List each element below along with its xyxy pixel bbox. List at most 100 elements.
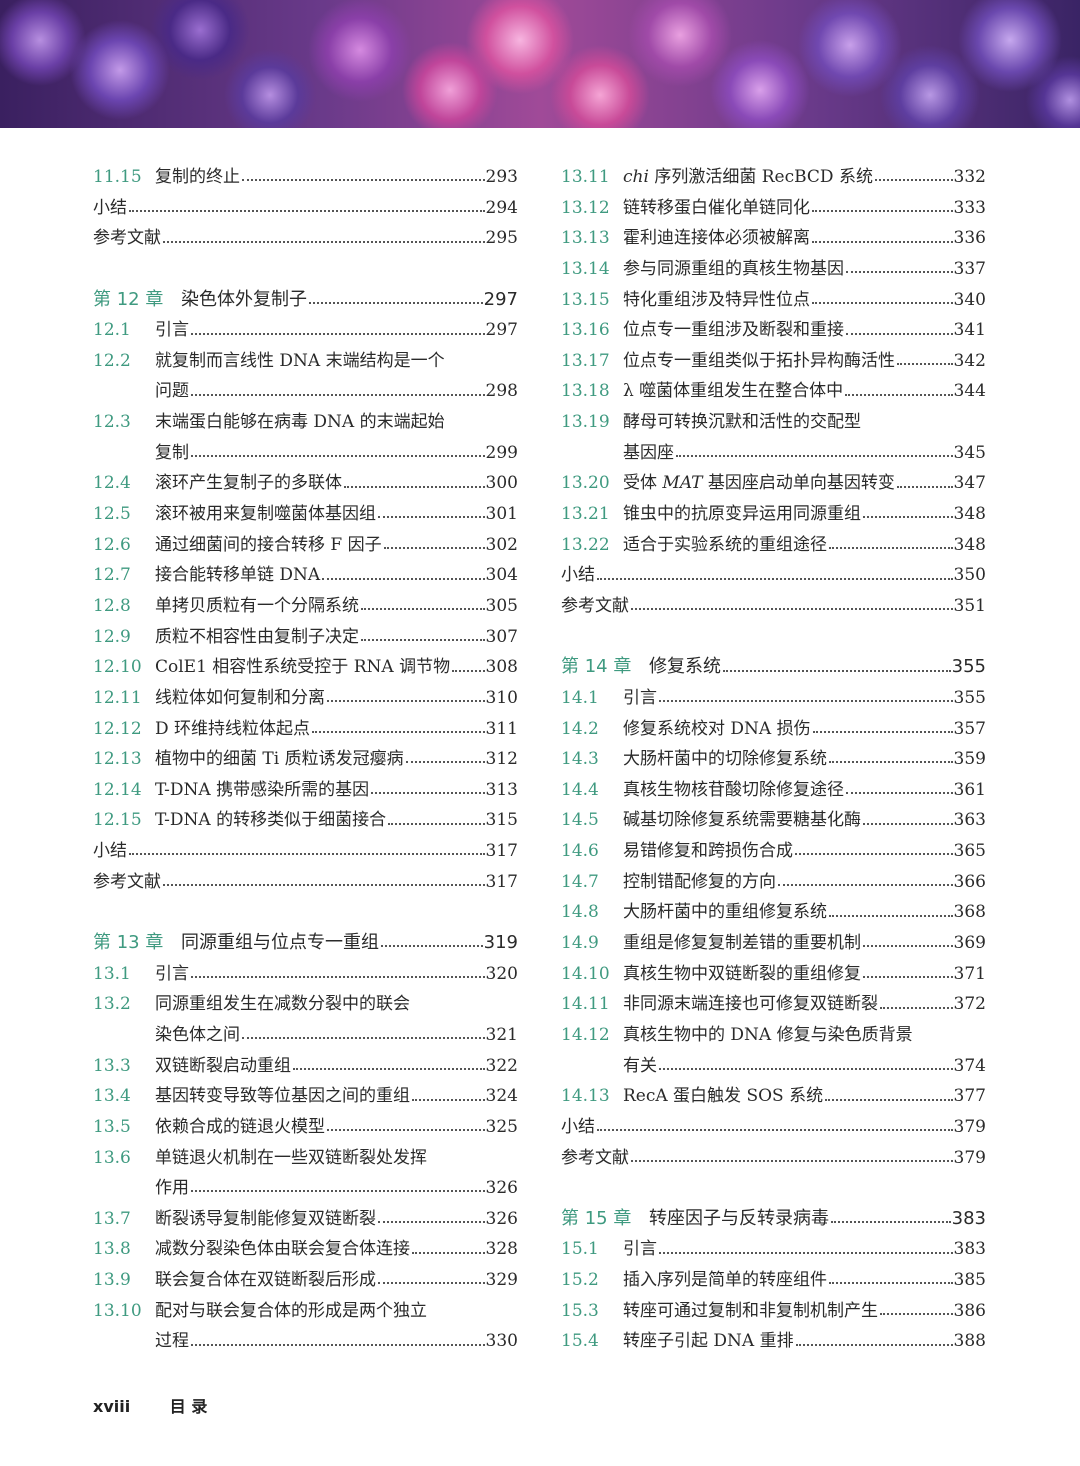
dot-leader (191, 1190, 485, 1193)
toc-entry[interactable]: 14.1 引言 355 (561, 683, 986, 714)
toc-entry[interactable]: 问题 298 (93, 376, 518, 407)
page-number: 385 (953, 1270, 986, 1291)
toc-entry[interactable]: 14.7 控制错配修复的方向 366 (561, 867, 986, 898)
toc-entry[interactable]: 13.12 链转移蛋白催化单链同化 333 (561, 193, 986, 224)
toc-entry[interactable]: 13.21 锥虫中的抗原变异运用同源重组 348 (561, 499, 986, 530)
toc-entry[interactable]: 14.5 碱基切除修复系统需要糖基化酶 363 (561, 805, 986, 836)
dot-leader (242, 179, 485, 182)
toc-entry[interactable]: 15.2 插入序列是简单的转座组件 385 (561, 1265, 986, 1296)
toc-entry[interactable]: 13.22 适合于实验系统的重组途径 348 (561, 530, 986, 561)
entry-title: 质粒不相容性由复制子决定 (155, 626, 359, 647)
toc-entry[interactable]: 12.12 D 环维持线粒体起点 311 (93, 714, 518, 745)
entry-title: 减数分裂染色体由联会复合体连接 (155, 1239, 410, 1260)
toc-entry[interactable]: 14.3 大肠杆菌中的切除修复系统 359 (561, 744, 986, 775)
toc-entry[interactable]: 参考文献 351 (561, 591, 986, 622)
entry-title: 染色体外复制子 (181, 288, 307, 310)
toc-entry[interactable]: 小结 317 (93, 836, 518, 867)
toc-entry[interactable]: 有关 374 (561, 1051, 986, 1082)
dot-leader (191, 975, 485, 978)
toc-entry[interactable]: 12.9 质粒不相容性由复制子决定 307 (93, 622, 518, 653)
toc-entry[interactable]: 12.13 植物中的细菌 Ti 质粒诱发冠瘿病 312 (93, 744, 518, 775)
dot-leader (659, 700, 953, 703)
chapter-entry[interactable]: 第 13 章同源重组与位点专一重组 319 (93, 928, 518, 959)
chapter-entry[interactable]: 第 14 章修复系统 355 (561, 652, 986, 683)
toc-entry[interactable]: 小结 350 (561, 560, 986, 591)
toc-entry[interactable]: 13.7 断裂诱导复制能修复双链断裂 326 (93, 1204, 518, 1235)
toc-entry[interactable]: 13.20 受体 MAT 基因座启动单向基因转变 347 (561, 468, 986, 499)
section-number: 12.7 (93, 565, 131, 586)
toc-entry[interactable]: 染色体之间 321 (93, 1020, 518, 1051)
dot-leader (896, 485, 953, 488)
toc-entry[interactable]: 参考文献 317 (93, 867, 518, 898)
entry-title: 同源重组与位点专一重组 (181, 932, 379, 954)
page-number: 341 (953, 320, 986, 341)
toc-entry[interactable]: 14.8 大肠杆菌中的重组修复系统 368 (561, 897, 986, 928)
entry-title: λ 噬菌体重组发生在整合体中 (623, 381, 844, 402)
dot-leader (795, 853, 953, 856)
toc-entry[interactable]: 11.15 复制的终止 293 (93, 162, 518, 193)
toc-entry[interactable]: 13.8 减数分裂染色体由联会复合体连接 328 (93, 1234, 518, 1265)
toc-entry[interactable]: 作用 326 (93, 1173, 518, 1204)
toc-entry[interactable]: 14.6 易错修复和跨损伤合成 365 (561, 836, 986, 867)
toc-entry[interactable]: 15.4 转座子引起 DNA 重排 388 (561, 1326, 986, 1357)
dot-leader (129, 209, 485, 212)
chapter-entry[interactable]: 第 12 章染色体外复制子 297 (93, 285, 518, 316)
toc-entry[interactable]: 13.4 基因转变导致等位基因之间的重组 324 (93, 1081, 518, 1112)
section-number (93, 1326, 155, 1357)
toc-entry[interactable]: 14.11 非同源末端连接也可修复双链断裂 372 (561, 989, 986, 1020)
dot-leader (312, 730, 485, 733)
dot-leader (597, 577, 953, 580)
toc-entry[interactable]: 12.11 线粒体如何复制和分离 310 (93, 683, 518, 714)
chapter-entry[interactable]: 第 15 章转座因子与反转录病毒 383 (561, 1204, 986, 1235)
dot-leader (242, 1037, 485, 1040)
toc-entry[interactable]: 基因座 345 (561, 438, 986, 469)
toc-entry[interactable]: 参考文献 295 (93, 223, 518, 254)
entry-title: 参考文献 (561, 1147, 629, 1168)
toc-entry[interactable]: 13.14 参与同源重组的真核生物基因 337 (561, 254, 986, 285)
entry-title: chi 序列激活细菌 RecBCD 系统 (623, 162, 873, 193)
page-number: 369 (953, 933, 986, 954)
toc-entry[interactable]: 13.3 双链断裂启动重组 322 (93, 1051, 518, 1082)
dot-leader (897, 363, 953, 366)
toc-entry[interactable]: 12.4 滚环产生复制子的多联体 300 (93, 468, 518, 499)
toc-entry[interactable]: 13.13 霍利迪连接体必须被解离 336 (561, 223, 986, 254)
toc-entry[interactable]: 13.9 联会复合体在双链断裂后形成 329 (93, 1265, 518, 1296)
toc-entry[interactable]: 12.10 ColE1 相容性系统受控于 RNA 调节物 308 (93, 652, 518, 683)
toc-entry[interactable]: 12.14 T-DNA 携带感染所需的基因 313 (93, 775, 518, 806)
toc-entry[interactable]: 15.3 转座可通过复制和非复制机制产生 386 (561, 1296, 986, 1327)
toc-entry[interactable]: 小结 379 (561, 1112, 986, 1143)
toc-entry[interactable]: 13.17 位点专一重组类似于拓扑异构酶活性 342 (561, 346, 986, 377)
toc-entry[interactable]: 12.1 引言 297 (93, 315, 518, 346)
toc-entry[interactable]: 12.5 滚环被用来复制噬菌体基因组 301 (93, 499, 518, 530)
toc-entry[interactable]: 13.18 λ 噬菌体重组发生在整合体中 344 (561, 376, 986, 407)
section-number: 13.15 (561, 289, 610, 310)
entry-title: T-DNA 的转移类似于细菌接合 (155, 810, 387, 831)
page-number: 388 (953, 1331, 986, 1352)
dot-leader (191, 332, 485, 335)
toc-entry[interactable]: 12.8 单拷贝质粒有一个分隔系统 305 (93, 591, 518, 622)
toc-entry[interactable]: 14.2 修复系统校对 DNA 损伤 357 (561, 714, 986, 745)
toc-entry[interactable]: 参考文献 379 (561, 1143, 986, 1174)
toc-entry[interactable]: 小结 294 (93, 193, 518, 224)
toc-entry[interactable]: 12.6 通过细菌间的接合转移 F 因子 302 (93, 530, 518, 561)
dot-leader (676, 455, 953, 458)
toc-entry[interactable]: 14.10 真核生物中双链断裂的重组修复 371 (561, 959, 986, 990)
toc-entry[interactable]: 13.1 引言 320 (93, 959, 518, 990)
toc-entry[interactable]: 14.4 真核生物核苷酸切除修复途径 361 (561, 775, 986, 806)
toc-entry[interactable]: 14.9 重组是修复复制差错的重要机制 369 (561, 928, 986, 959)
toc-entry[interactable]: 12.15 T-DNA 的转移类似于细菌接合 315 (93, 805, 518, 836)
section-number: 15.2 (561, 1270, 599, 1291)
dot-leader (452, 669, 485, 672)
entry-title: 问题 (155, 381, 189, 402)
toc-entry[interactable]: 15.1 引言 383 (561, 1234, 986, 1265)
toc-entry[interactable]: 13.11 chi 序列激活细菌 RecBCD 系统 332 (561, 162, 986, 193)
toc-entry[interactable]: 12.7 接合能转移单链 DNA 304 (93, 560, 518, 591)
toc-entry[interactable]: 13.5 依赖合成的链退火模型 325 (93, 1112, 518, 1143)
toc-entry[interactable]: 14.13 RecA 蛋白触发 SOS 系统 377 (561, 1081, 986, 1112)
toc-entry[interactable]: 复制 299 (93, 438, 518, 469)
toc-entry[interactable]: 13.16 位点专一重组涉及断裂和重接 341 (561, 315, 986, 346)
page-number: 333 (953, 197, 986, 218)
entry-title: 复制的终止 (155, 167, 240, 187)
toc-entry[interactable]: 过程 330 (93, 1326, 518, 1357)
toc-entry[interactable]: 13.15 特化重组涉及特异性位点 340 (561, 285, 986, 316)
